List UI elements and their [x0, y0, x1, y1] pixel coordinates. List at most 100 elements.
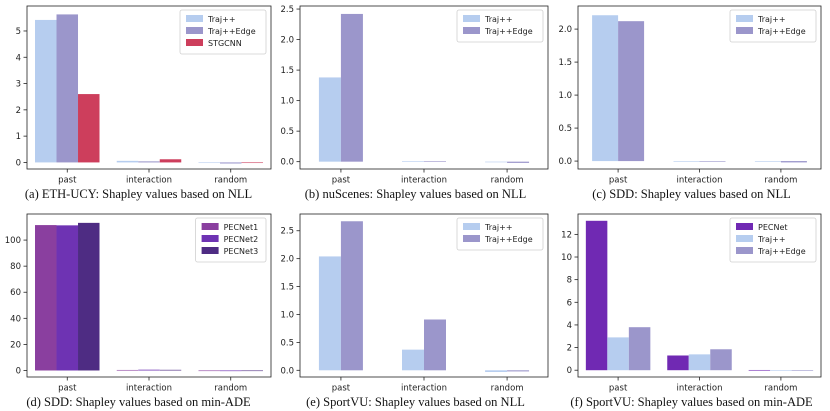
- caption-f: (f) SportVU: Shapley values based on min…: [570, 395, 813, 409]
- legend-swatch: [463, 223, 480, 230]
- bar-random-stgcnn: [241, 162, 263, 164]
- y-tick-label: 10: [561, 253, 572, 263]
- x-tick-label: random: [491, 176, 524, 186]
- legend-label: PECNet: [758, 223, 788, 232]
- bar-random-trajpp: [485, 370, 508, 372]
- y-tick-label: 4: [16, 53, 21, 63]
- bar-random-pecnet: [748, 369, 771, 371]
- legend-swatch: [201, 223, 219, 230]
- y-tick-label: 0.5: [280, 338, 294, 348]
- x-tick-label: interaction: [677, 384, 723, 394]
- x-tick-label: random: [491, 384, 524, 394]
- bar-interaction-trajppedge: [424, 161, 446, 162]
- legend-label: Traj++: [484, 15, 513, 24]
- x-tick-label: random: [214, 176, 247, 186]
- bar-random-trajpp: [770, 370, 792, 371]
- y-tick-label: 1.5: [280, 283, 294, 293]
- chart-panel-1: 0.0 0.5 1.0 1.5 2.0 2.5 past interaction random T…: [280, 5, 549, 186]
- bar-past-trajppedge: [628, 327, 651, 371]
- bar-interaction-trajppedge: [710, 349, 732, 371]
- x-tick-label: random: [764, 176, 797, 186]
- bar-interaction-pecnet1: [116, 369, 139, 371]
- y-tick-label: 1.0: [280, 310, 294, 320]
- x-tick-label: past: [58, 384, 77, 394]
- y-tick-label: 0: [16, 366, 21, 376]
- x-tick-label: past: [609, 384, 628, 394]
- bar-past-trajpp: [318, 256, 341, 371]
- legend-swatch: [201, 235, 219, 242]
- y-tick-label: 100: [5, 236, 21, 246]
- bar-past-trajpp: [607, 337, 629, 371]
- x-tick-label: past: [332, 176, 351, 186]
- bar-interaction-trajppedge: [138, 161, 160, 163]
- bar-past-trajppedge: [56, 14, 79, 163]
- x-tick-label: random: [214, 384, 247, 394]
- bar-past-pecnet: [585, 220, 608, 371]
- y-tick-label: 2.5: [280, 5, 294, 15]
- legend: PECNet Traj++ Traj++Edge: [729, 217, 817, 263]
- bar-interaction-trajppedge: [424, 319, 446, 371]
- legend-label: PECNet1: [224, 223, 259, 232]
- y-tick-label: 3: [16, 80, 21, 90]
- x-tick-label: interaction: [677, 176, 723, 186]
- x-tick-label: interaction: [126, 176, 172, 186]
- y-tick-label: 1.0: [558, 91, 572, 101]
- y-tick-label: 0.0: [280, 158, 294, 168]
- legend: Traj++ Traj++Edge: [456, 217, 544, 251]
- bar-past-trajpp: [592, 15, 619, 162]
- chart-panel-0: 0 1 2 3 4 5 past interaction random Traj++ Traj++E…: [16, 5, 272, 186]
- bar-past-pecnet3: [78, 222, 100, 371]
- chart-panel-2: 0.0 0.5 1.0 1.5 2.0 past interaction random Traj…: [558, 5, 822, 186]
- y-tick-label: 0.0: [280, 366, 294, 376]
- chart-panel-5: 0 2 4 6 8 10 12 past interaction random PECNet Traj…: [561, 213, 822, 394]
- y-tick-label: 80: [10, 262, 21, 272]
- bar-past-trajppedge: [340, 221, 363, 371]
- caption-d: (d) SDD: Shapley values based on min-ADE: [26, 395, 251, 409]
- legend: Traj++ Traj++Edge STGCNN: [179, 9, 267, 55]
- x-tick-label: interaction: [401, 384, 447, 394]
- legend-swatch: [736, 15, 753, 22]
- legend-swatch: [736, 27, 753, 34]
- y-tick-label: 0: [16, 158, 21, 168]
- legend-swatch: [186, 15, 203, 22]
- y-tick-label: 40: [10, 314, 21, 324]
- legend-label: PECNet3: [224, 247, 259, 256]
- legend-label: Traj++: [207, 15, 236, 24]
- bar-random-trajpp: [754, 161, 781, 162]
- y-tick-label: 12: [561, 230, 572, 240]
- x-tick-label: random: [764, 384, 797, 394]
- bar-past-trajpp: [35, 19, 57, 163]
- bar-random-pecnet2: [219, 370, 242, 372]
- legend-swatch: [186, 27, 203, 34]
- y-tick-label: 2.0: [558, 25, 572, 35]
- legend-swatch: [463, 235, 480, 242]
- x-tick-label: past: [332, 384, 351, 394]
- bar-interaction-trajpp: [673, 161, 700, 162]
- bar-random-trajppedge: [791, 370, 814, 371]
- bar-interaction-pecnet2: [138, 369, 160, 371]
- bar-interaction-stgcnn: [159, 159, 182, 163]
- legend-label: Traj++Edge: [484, 27, 533, 36]
- y-tick-label: 1.5: [280, 66, 294, 76]
- chart-panel-3: 0 20 40 60 80 100 past interaction random PECNet1…: [5, 213, 272, 394]
- caption-e: (e) SportVU: Shapley values based on NLL: [306, 395, 525, 409]
- bar-random-trajppedge: [219, 162, 242, 164]
- y-tick-label: 8: [567, 276, 572, 286]
- legend: Traj++ Traj++Edge: [456, 9, 544, 43]
- legend-swatch: [463, 15, 480, 22]
- legend-swatch: [736, 235, 753, 242]
- bar-past-trajppedge: [340, 13, 363, 162]
- x-tick-label: past: [609, 176, 628, 186]
- x-tick-label: interaction: [126, 384, 172, 394]
- bar-interaction-trajpp: [402, 349, 424, 371]
- legend-label: Traj++Edge: [484, 235, 533, 244]
- y-tick-label: 1: [16, 132, 21, 142]
- y-tick-label: 0: [567, 366, 572, 376]
- bar-interaction-pecnet3: [159, 369, 182, 371]
- bar-random-trajpp: [485, 161, 508, 163]
- y-tick-label: 5: [16, 27, 21, 37]
- bar-random-trajpp: [198, 162, 220, 164]
- y-tick-label: 2.5: [280, 227, 294, 237]
- bar-interaction-trajpp: [402, 161, 424, 162]
